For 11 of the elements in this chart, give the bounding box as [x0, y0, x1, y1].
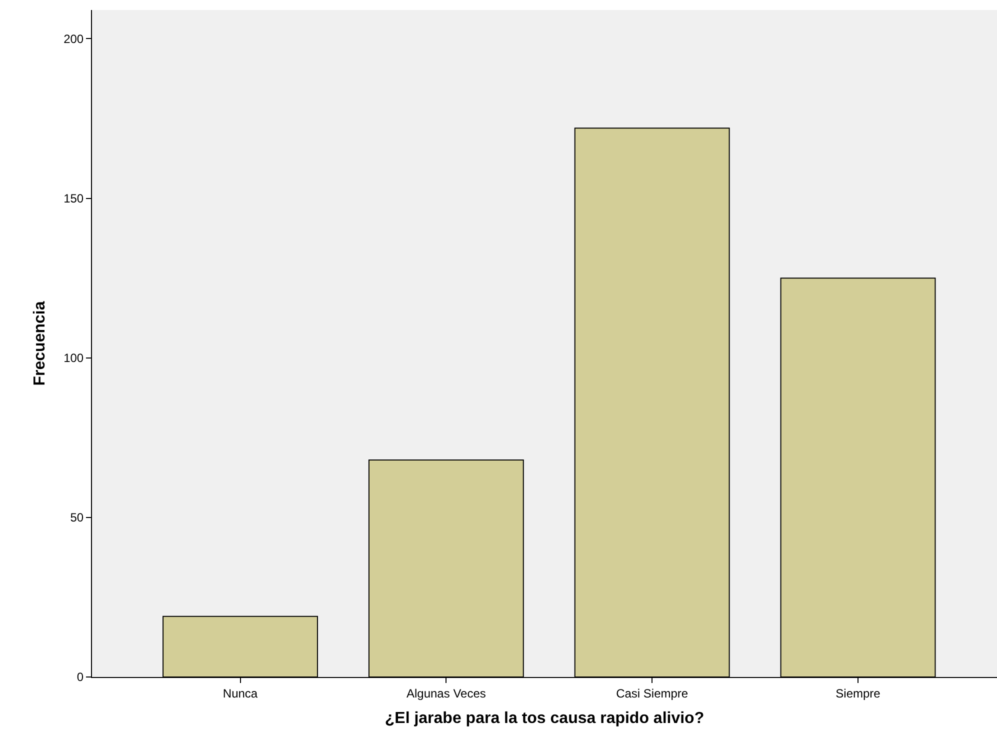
x-tick-label: Casi Siempre: [616, 686, 688, 700]
x-tick-label: Algunas Veces: [406, 686, 486, 700]
y-tick-label: 50: [70, 510, 84, 525]
y-tick-label: 100: [64, 351, 84, 366]
y-tick-label: 150: [64, 191, 84, 206]
y-tick-label: 0: [76, 670, 84, 684]
y-tick-label: 200: [64, 32, 84, 46]
y-axis-title: Frecuencia: [31, 301, 48, 386]
x-tick-label: Siempre: [836, 686, 881, 700]
x-axis-title: ¿El jarabe para la tos causa rapido alivio?: [384, 710, 704, 728]
x-tick-label: Nunca: [222, 686, 258, 700]
